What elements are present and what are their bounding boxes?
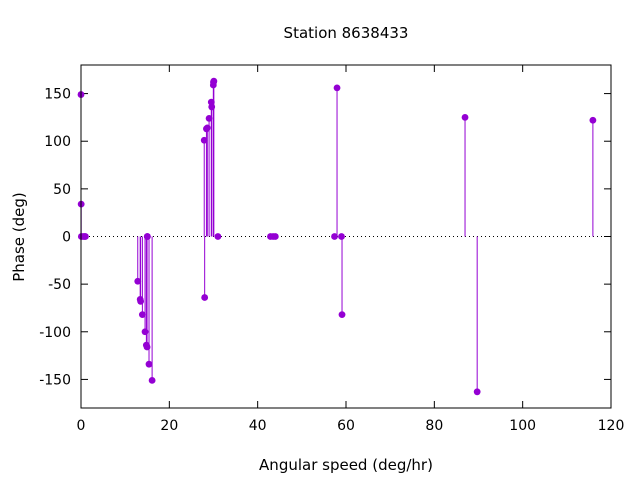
- y-tick-label: -150: [39, 372, 71, 388]
- data-point: [338, 311, 346, 319]
- y-tick-label: 0: [62, 230, 71, 246]
- data-point: [141, 328, 149, 336]
- x-tick-label: 100: [509, 418, 536, 434]
- data-point: [271, 233, 279, 240]
- data-point: [210, 77, 218, 85]
- data-point: [200, 136, 208, 144]
- data-point: [338, 233, 345, 240]
- x-tick-label: 0: [77, 418, 86, 434]
- y-tick-label: 150: [44, 87, 71, 103]
- data-point: [143, 343, 151, 351]
- data-point: [214, 233, 222, 240]
- data-point: [138, 311, 146, 319]
- data-point: [137, 297, 145, 305]
- y-tick-label: 100: [44, 134, 71, 150]
- plot-frame: [80, 64, 612, 409]
- x-tick-label: 40: [249, 418, 267, 434]
- data-point: [205, 114, 213, 122]
- ticks-layer: 0 20 40 60 80 100 120 -150 -100 -50 0 50 100 150: [39, 65, 624, 434]
- data-point: [589, 116, 597, 124]
- data-point: [201, 294, 209, 301]
- chart-title: Station 8638433: [284, 24, 409, 42]
- data-point: [473, 388, 481, 396]
- data-point: [148, 376, 156, 384]
- y-tick-label: -50: [48, 277, 71, 293]
- x-tick-label: 80: [425, 418, 443, 434]
- x-tick-label: 20: [160, 418, 178, 434]
- data-point: [461, 114, 469, 121]
- point-layer: [77, 77, 597, 396]
- y-tick-label: -100: [39, 325, 71, 341]
- data-point: [333, 84, 341, 92]
- data-point: [208, 103, 216, 111]
- data-point: [145, 360, 153, 368]
- x-tick-label: 120: [598, 418, 625, 434]
- y-axis-label: Phase (deg): [10, 192, 28, 282]
- impulse-layer: [80, 81, 594, 392]
- data-point: [134, 277, 142, 285]
- x-tick-label: 60: [337, 418, 355, 434]
- data-point: [331, 233, 338, 240]
- y-tick-label: 50: [53, 182, 71, 198]
- data-point: [203, 124, 211, 132]
- data-point: [82, 233, 89, 240]
- data-point: [144, 233, 151, 240]
- x-axis-label: Angular speed (deg/hr): [259, 456, 433, 474]
